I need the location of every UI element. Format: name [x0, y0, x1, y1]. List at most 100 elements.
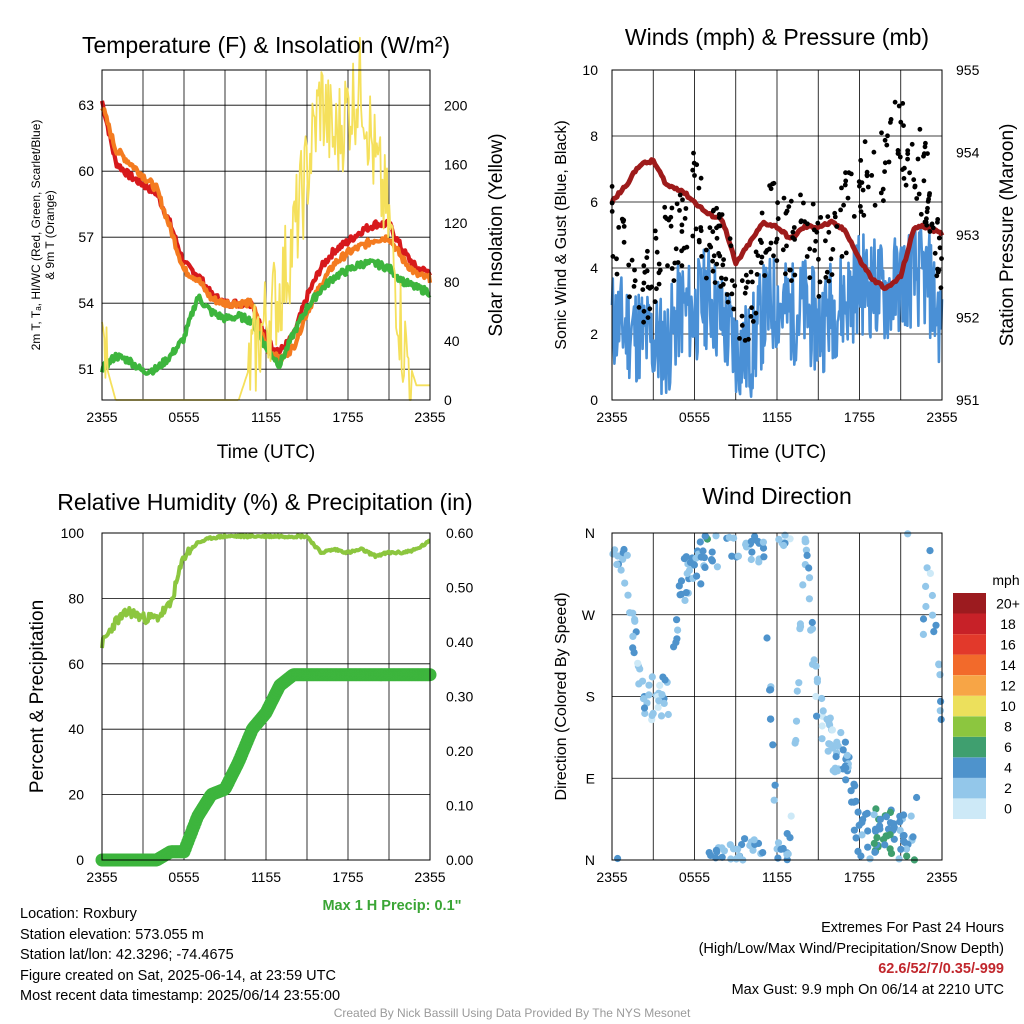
- x-tick-label: 2355: [86, 869, 117, 885]
- gust-point: [774, 236, 780, 242]
- direction-point: [899, 832, 907, 840]
- gust-point: [759, 254, 765, 260]
- gust-point: [905, 151, 911, 157]
- gust-point: [851, 214, 857, 219]
- direction-point: [792, 717, 801, 725]
- direction-point: [748, 548, 756, 556]
- direction-point: [621, 579, 629, 587]
- direction-point: [696, 538, 704, 546]
- direction-point: [852, 834, 860, 842]
- colorbar-label: 8: [1004, 719, 1012, 735]
- colorbar-swatch: [953, 695, 986, 717]
- direction-point: [884, 825, 893, 833]
- gust-point: [644, 268, 650, 274]
- direction-point: [629, 609, 637, 617]
- gust-point: [938, 285, 944, 291]
- gust-point: [743, 272, 749, 278]
- y2-tick-label: 951: [956, 392, 980, 408]
- gust-point: [759, 210, 765, 216]
- direction-point: [700, 554, 709, 562]
- gust-point: [679, 229, 685, 234]
- gust-point: [644, 255, 650, 260]
- gust-point: [780, 247, 786, 253]
- gust-point: [858, 158, 864, 163]
- colorbar-label: 4: [1004, 760, 1012, 776]
- gust-point: [823, 275, 829, 280]
- y-tick-label: N: [585, 852, 595, 868]
- direction-point: [771, 781, 779, 789]
- direction-point: [754, 537, 762, 545]
- direction-point: [636, 665, 644, 673]
- direction-point: [902, 845, 911, 853]
- colorbar-label: 10: [1000, 698, 1016, 714]
- chart-title: Wind Direction: [702, 483, 852, 509]
- gust-point: [731, 306, 737, 312]
- gust-point: [878, 190, 884, 196]
- extremes-info: Extremes For Past 24 Hours (High/Low/Max…: [699, 918, 1004, 1000]
- direction-point: [623, 551, 631, 559]
- gust-point: [762, 273, 767, 278]
- gust-point: [691, 160, 697, 166]
- direction-point: [887, 849, 896, 858]
- gust-point: [897, 154, 903, 160]
- direction-point: [718, 853, 726, 861]
- direction-point: [774, 854, 782, 862]
- gust-point: [718, 284, 724, 289]
- gust-point: [679, 222, 685, 228]
- gust-point: [758, 260, 764, 266]
- gust-point: [911, 177, 917, 183]
- gust-point: [845, 195, 851, 201]
- gust-point: [935, 266, 940, 272]
- gust-point: [885, 133, 890, 139]
- gust-point: [886, 159, 892, 165]
- direction-point: [747, 537, 755, 546]
- direction-point: [873, 834, 881, 842]
- gust-point: [915, 156, 921, 162]
- direction-point: [808, 618, 816, 627]
- direction-point: [759, 538, 768, 546]
- direction-point: [738, 841, 746, 849]
- colorbar-label: 0: [1004, 801, 1012, 817]
- gust-point: [832, 210, 838, 216]
- gust-point: [781, 195, 787, 201]
- direction-point: [708, 557, 717, 565]
- y-tick-label: 20: [68, 787, 84, 803]
- gust-point: [858, 204, 863, 209]
- direction-point: [734, 552, 743, 560]
- credit-text: Created By Nick Bassill Using Data Provi…: [333, 1006, 691, 1020]
- y2-tick-label: 80: [444, 274, 460, 290]
- gust-point: [888, 120, 893, 125]
- gust-point: [665, 263, 670, 269]
- y-tick-label: 0: [76, 852, 84, 868]
- colorbar-title: mph: [992, 572, 1019, 588]
- gust-point: [826, 229, 832, 235]
- gust-point: [723, 276, 729, 282]
- direction-point: [793, 687, 801, 695]
- plot-border: [611, 532, 943, 861]
- x-tick-label: 1755: [844, 869, 875, 885]
- y-tick-label: W: [582, 607, 596, 623]
- panel-temperature: [99, 36, 433, 401]
- y2-tick-label: 954: [956, 145, 980, 161]
- y-tick-label: 60: [68, 656, 84, 672]
- y-tick-label: S: [586, 689, 595, 705]
- gust-point: [662, 204, 668, 210]
- y-tick-label: 60: [78, 163, 94, 179]
- direction-point: [870, 839, 878, 848]
- gust-point: [710, 258, 715, 264]
- direction-point: [654, 703, 662, 712]
- gust-point: [616, 225, 622, 230]
- gust-point: [880, 186, 886, 192]
- y2-tick-label: 0.00: [446, 852, 473, 868]
- direction-point: [795, 679, 803, 687]
- direction-point: [872, 805, 880, 813]
- direction-point: [900, 837, 908, 845]
- direction-point: [681, 596, 689, 605]
- gust-point: [711, 253, 717, 259]
- gust-point: [684, 244, 690, 250]
- y-tick-label: 100: [61, 525, 85, 541]
- gust-point: [683, 206, 689, 211]
- gust-point: [792, 272, 798, 278]
- direction-point: [759, 849, 767, 857]
- gust-point: [881, 198, 886, 204]
